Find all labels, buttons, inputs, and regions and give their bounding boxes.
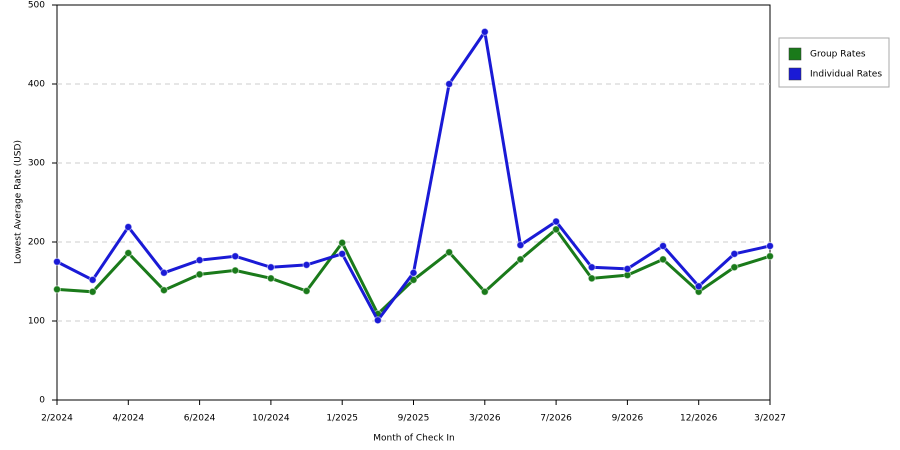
x-axis-label: Month of Check In	[373, 434, 455, 444]
point	[480, 287, 489, 296]
point	[53, 257, 61, 266]
y-axis-label: Lowest Average Rate (USD)	[14, 140, 24, 264]
point	[266, 263, 275, 272]
legend-label: Group Rates	[810, 50, 866, 60]
legend-label: Individual Rates	[810, 70, 882, 80]
point	[623, 264, 632, 273]
point	[338, 238, 347, 247]
point	[302, 260, 311, 269]
point	[445, 80, 454, 88]
y-tick-label: 500	[28, 1, 45, 11]
point	[766, 252, 774, 261]
x-tick-label: 9/2026	[612, 414, 644, 424]
point	[516, 241, 525, 250]
y-tick-label: 400	[28, 80, 45, 90]
point	[516, 255, 525, 264]
legend-swatch	[788, 67, 802, 81]
point	[659, 255, 668, 264]
point	[159, 286, 168, 295]
x-tick-label: 7/2026	[540, 414, 572, 424]
y-tick-label: 0	[39, 396, 45, 406]
point	[445, 248, 454, 257]
x-tick-label: 3/2026	[469, 414, 501, 424]
point	[587, 263, 596, 272]
x-tick-label: 1/2025	[326, 414, 358, 424]
point	[480, 27, 489, 36]
point	[159, 268, 168, 277]
x-tick-label: 10/2024	[252, 414, 290, 424]
legend-swatch	[788, 47, 802, 61]
point	[552, 217, 561, 226]
x-tick-label: 3/2027	[754, 414, 786, 424]
point	[373, 316, 382, 325]
point	[88, 275, 97, 284]
point	[409, 268, 418, 277]
y-tick-label: 100	[28, 317, 45, 327]
point	[766, 241, 774, 250]
point	[124, 222, 133, 231]
x-tick-label: 2/2024	[41, 414, 73, 424]
x-tick-label: 12/2026	[680, 414, 718, 424]
x-tick-label: 9/2025	[398, 414, 430, 424]
point	[730, 249, 739, 258]
y-tick-label: 200	[28, 238, 45, 248]
point	[124, 249, 133, 258]
point	[231, 252, 240, 261]
point	[338, 249, 347, 258]
point	[266, 274, 275, 283]
point	[88, 287, 97, 296]
plot-frame	[56, 4, 771, 401]
point	[195, 256, 204, 265]
point	[730, 263, 739, 272]
point	[53, 285, 61, 294]
point	[195, 270, 204, 279]
point	[659, 241, 668, 250]
point	[587, 274, 596, 283]
point	[231, 266, 240, 275]
point	[552, 225, 561, 234]
point	[302, 286, 311, 295]
point	[694, 282, 703, 291]
x-tick-label: 4/2024	[112, 414, 144, 424]
x-tick-label: 6/2024	[184, 414, 216, 424]
y-tick-label: 300	[28, 159, 45, 169]
